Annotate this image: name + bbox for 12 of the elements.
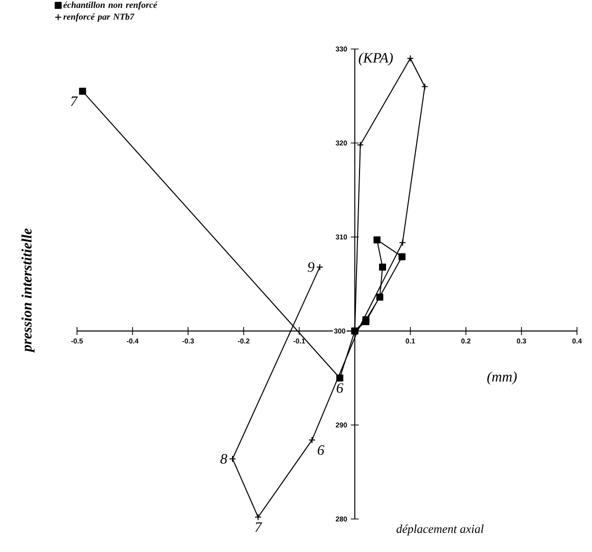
legend-label: échantillon non renforcé <box>63 2 158 10</box>
annotation: 6 <box>336 383 344 393</box>
annotation: 6 <box>318 445 324 455</box>
y-axis-title: pression interstitielle <box>21 228 35 353</box>
annotation: 7 <box>255 522 262 532</box>
annotation: (mm) <box>487 371 517 385</box>
annotation: (KPA) <box>358 52 393 66</box>
legend-label: renforcé par NTb7 <box>63 13 134 22</box>
x-axis-title: déplacement axial <box>396 524 484 536</box>
annotation: 8 <box>220 454 228 464</box>
annotation: 9 <box>308 262 314 272</box>
annotation: 7 <box>71 96 78 106</box>
